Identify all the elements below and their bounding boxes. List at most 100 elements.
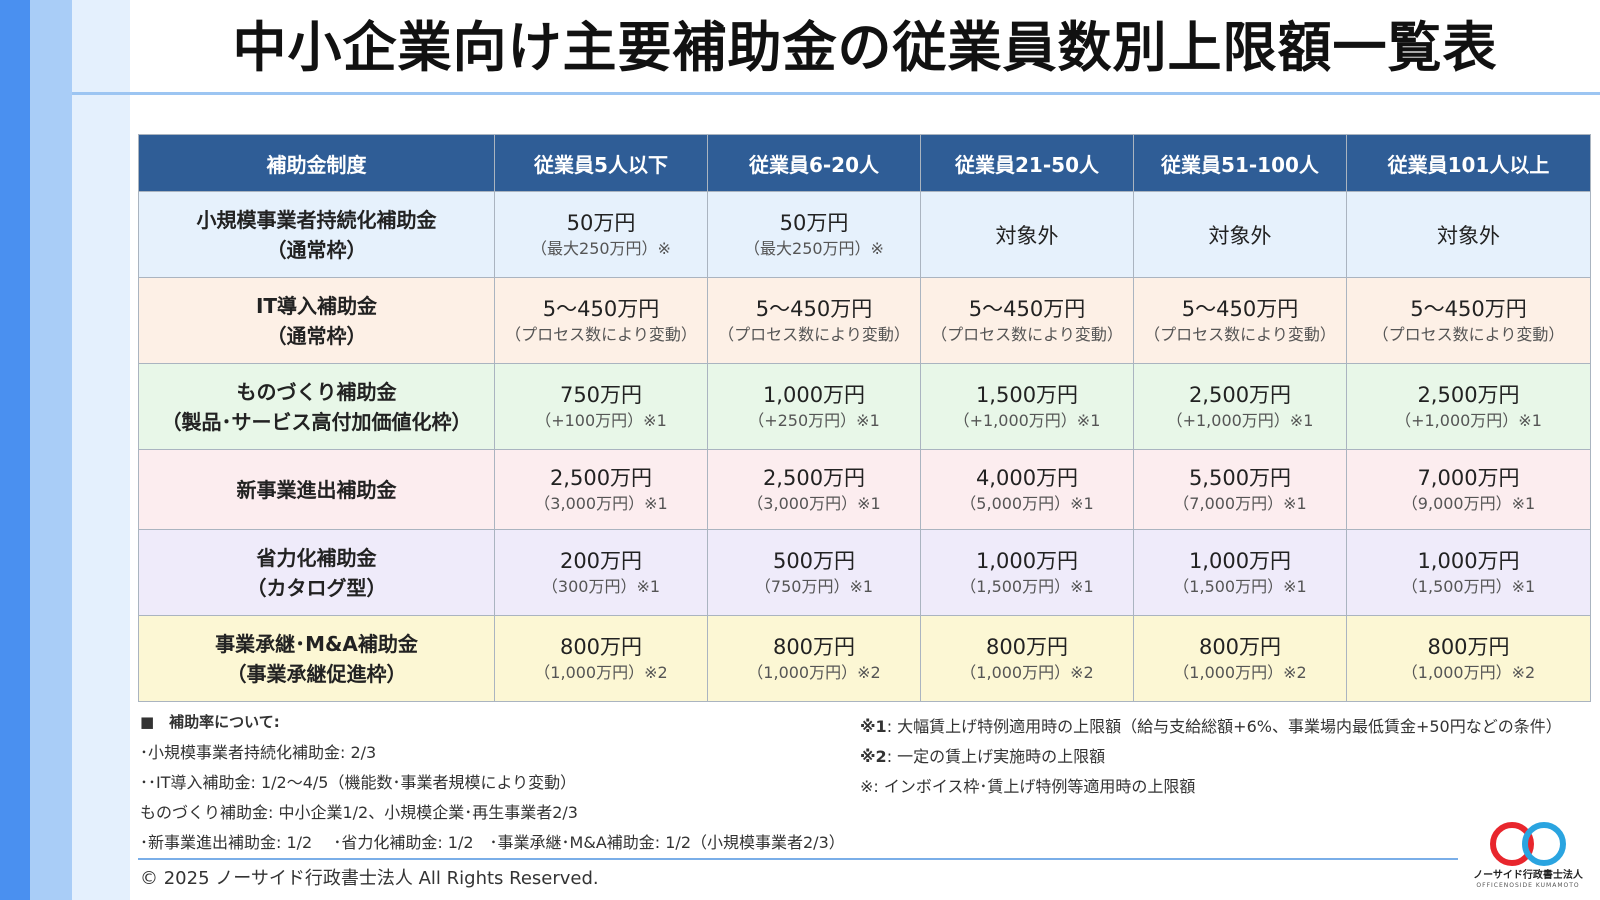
amount-value: 2,500万円 xyxy=(762,465,866,490)
amount-note: （3,000万円）※1 xyxy=(747,493,881,513)
program-frame: （事業承継促進枠） xyxy=(226,661,407,686)
program-name-cell: ものづくり補助金 （製品･サービス高付加価値化枠） xyxy=(138,363,495,450)
program-name: 小規模事業者持続化補助金 xyxy=(196,207,437,232)
note-line: ･新事業進出補助金: 1/2 ･省力化補助金: 1/2 ･事業承継･M&A補助金… xyxy=(140,833,845,852)
page-title: 中小企業向け主要補助金の従業員数別上限額一覧表 xyxy=(232,16,1498,79)
amount-value: 800万円 xyxy=(559,634,643,659)
amount-value: 5～450万円 xyxy=(542,296,660,321)
program-name: 省力化補助金 xyxy=(256,545,377,570)
amount-cell: 750万円 （+100万円）※1 xyxy=(494,363,708,450)
program-name: ものづくり補助金 xyxy=(236,379,397,404)
amount-cell: 対象外 xyxy=(1346,191,1591,278)
amount-note: （9,000万円）※1 xyxy=(1401,493,1536,513)
footnote-2: ※2: 一定の賃上げ実施時の上限額 xyxy=(860,747,1106,766)
amount-value: 800万円 xyxy=(772,634,856,659)
amount-cell: 1,000万円 （1,500万円）※1 xyxy=(1346,529,1591,616)
amount-cell: 800万円 （1,000万円）※2 xyxy=(1133,615,1347,702)
header-emp-51-100: 従業員51-100人 xyxy=(1133,134,1347,192)
amount-cell: 対象外 xyxy=(920,191,1134,278)
amount-value: 1,000万円 xyxy=(1417,548,1520,573)
program-name-cell: IT導入補助金 （通常枠） xyxy=(138,277,495,364)
footnote-3: ※: インボイス枠･賃上げ特例等適用時の上限額 xyxy=(860,777,1196,796)
amount-cell: 5～450万円 （プロセス数により変動） xyxy=(1346,277,1591,364)
amount-note: （最大250万円）※ xyxy=(531,238,671,258)
notes-heading: ■ 補助率について: xyxy=(140,713,280,731)
amount-value: 800万円 xyxy=(1427,634,1510,659)
amount-value: 200万円 xyxy=(559,548,643,573)
amount-note: （+100万円）※1 xyxy=(535,410,667,430)
amount-note: （5,000万円）※1 xyxy=(960,493,1094,513)
table-header-row: 補助金制度 従業員5人以下 従業員6-20人 従業員21-50人 従業員51-1… xyxy=(138,134,1591,192)
program-name-cell: 省力化補助金 （カタログ型） xyxy=(138,529,495,616)
amount-note: （プロセス数により変動） xyxy=(505,324,697,344)
amount-cell: 5～450万円 （プロセス数により変動） xyxy=(707,277,921,364)
amount-cell: 800万円 （1,000万円）※2 xyxy=(494,615,708,702)
amount-value: 2,500万円 xyxy=(1188,382,1292,407)
amount-value: 対象外 xyxy=(1208,223,1272,248)
amount-note: （プロセス数により変動） xyxy=(1144,324,1336,344)
amount-note: （プロセス数により変動） xyxy=(718,324,910,344)
amount-cell: 2,500万円 （+1,000万円）※1 xyxy=(1346,363,1591,450)
amount-cell: 2,500万円 （3,000万円）※1 xyxy=(707,449,921,530)
amount-value: 800万円 xyxy=(1198,634,1282,659)
amount-cell: 5～450万円 （プロセス数により変動） xyxy=(920,277,1134,364)
table-row: 省力化補助金 （カタログ型） 200万円 （300万円）※1 500万円 （750万円）※… xyxy=(138,529,1591,616)
amount-cell: 5～450万円 （プロセス数により変動） xyxy=(494,277,708,364)
note-line: ･･IT導入補助金: 1/2～4/5（機能数･事業者規模により変動） xyxy=(140,773,577,792)
amount-note: （プロセス数により変動） xyxy=(1372,324,1565,344)
amount-note: （+250万円）※1 xyxy=(748,410,880,430)
amount-cell: 500万円 （750万円）※1 xyxy=(707,529,921,616)
amount-cell: 800万円 （1,000万円）※2 xyxy=(920,615,1134,702)
program-name: 新事業進出補助金 xyxy=(236,477,397,502)
decorative-stripe-light xyxy=(72,0,130,900)
amount-value: 5～450万円 xyxy=(968,296,1086,321)
amount-cell: 1,000万円 （1,500万円）※1 xyxy=(920,529,1134,616)
amount-note: （1,500万円）※1 xyxy=(1173,576,1307,596)
amount-value: 50万円 xyxy=(779,210,849,235)
amount-cell: 対象外 xyxy=(1133,191,1347,278)
header-emp-6-20: 従業員6-20人 xyxy=(707,134,921,192)
amount-cell: 50万円 （最大250万円）※ xyxy=(707,191,921,278)
amount-note: （7,000万円）※1 xyxy=(1173,493,1307,513)
amount-value: 800万円 xyxy=(985,634,1069,659)
amount-cell: 800万円 （1,000万円）※2 xyxy=(1346,615,1591,702)
amount-note: （1,000万円）※2 xyxy=(1173,662,1307,682)
footnote-1: ※1: 大幅賃上げ特例適用時の上限額（給与支給総額+6%、事業場内最低賃金+50… xyxy=(860,717,1562,736)
note-line: ･小規模事業者持続化補助金: 2/3 xyxy=(140,743,377,762)
amount-value: 2,500万円 xyxy=(549,465,653,490)
amount-note: （1,000万円）※2 xyxy=(960,662,1094,682)
note-line: ものづくり補助金: 中小企業1/2、小規模企業･再生事業者2/3 xyxy=(140,803,578,822)
amount-note: （1,500万円）※1 xyxy=(960,576,1094,596)
table-row: ものづくり補助金 （製品･サービス高付加価値化枠） 750万円 （+100万円）※1 1… xyxy=(138,363,1591,450)
amount-note: （1,000万円）※2 xyxy=(747,662,881,682)
amount-value: 1,000万円 xyxy=(975,548,1079,573)
amount-value: 2,500万円 xyxy=(1417,382,1520,407)
logo-rings-icon xyxy=(1490,822,1566,866)
amount-note: （+1,000万円）※1 xyxy=(1166,410,1314,430)
header-emp-101: 従業員101人以上 xyxy=(1346,134,1591,192)
amount-value: 5,500万円 xyxy=(1188,465,1292,490)
amount-value: 対象外 xyxy=(995,223,1059,248)
amount-cell: 7,000万円 （9,000万円）※1 xyxy=(1346,449,1591,530)
program-frame: （通常枠） xyxy=(266,237,367,262)
amount-cell: 5,500万円 （7,000万円）※1 xyxy=(1133,449,1347,530)
amount-note: （1,000万円）※2 xyxy=(1401,662,1536,682)
program-name-cell: 小規模事業者持続化補助金 （通常枠） xyxy=(138,191,495,278)
amount-note: （最大250万円）※ xyxy=(744,238,884,258)
amount-value: 1,000万円 xyxy=(762,382,866,407)
program-name: IT導入補助金 xyxy=(255,293,378,318)
header-emp-21-50: 従業員21-50人 xyxy=(920,134,1134,192)
amount-value: 50万円 xyxy=(566,210,636,235)
amount-value: 5～450万円 xyxy=(1181,296,1299,321)
table-row: 事業承継･M&A補助金 （事業承継促進枠） 800万円 （1,000万円）※2 800万… xyxy=(138,615,1591,702)
amount-cell: 50万円 （最大250万円）※ xyxy=(494,191,708,278)
program-name-cell: 事業承継･M&A補助金 （事業承継促進枠） xyxy=(138,615,495,702)
logo-subtext: OFFICENOSIDE KUMAMOTO xyxy=(1476,882,1580,889)
amount-value: 5～450万円 xyxy=(755,296,873,321)
header-program: 補助金制度 xyxy=(138,134,495,192)
table-row: 小規模事業者持続化補助金 （通常枠） 50万円 （最大250万円）※ 50万円 （最大25… xyxy=(138,191,1591,278)
table-row: 新事業進出補助金 2,500万円 （3,000万円）※1 2,500万円 （3,000万… xyxy=(138,449,1591,530)
program-frame: （通常枠） xyxy=(266,323,367,348)
amount-cell: 1,500万円 （+1,000万円）※1 xyxy=(920,363,1134,450)
amount-note: （1,000万円）※2 xyxy=(534,662,668,682)
